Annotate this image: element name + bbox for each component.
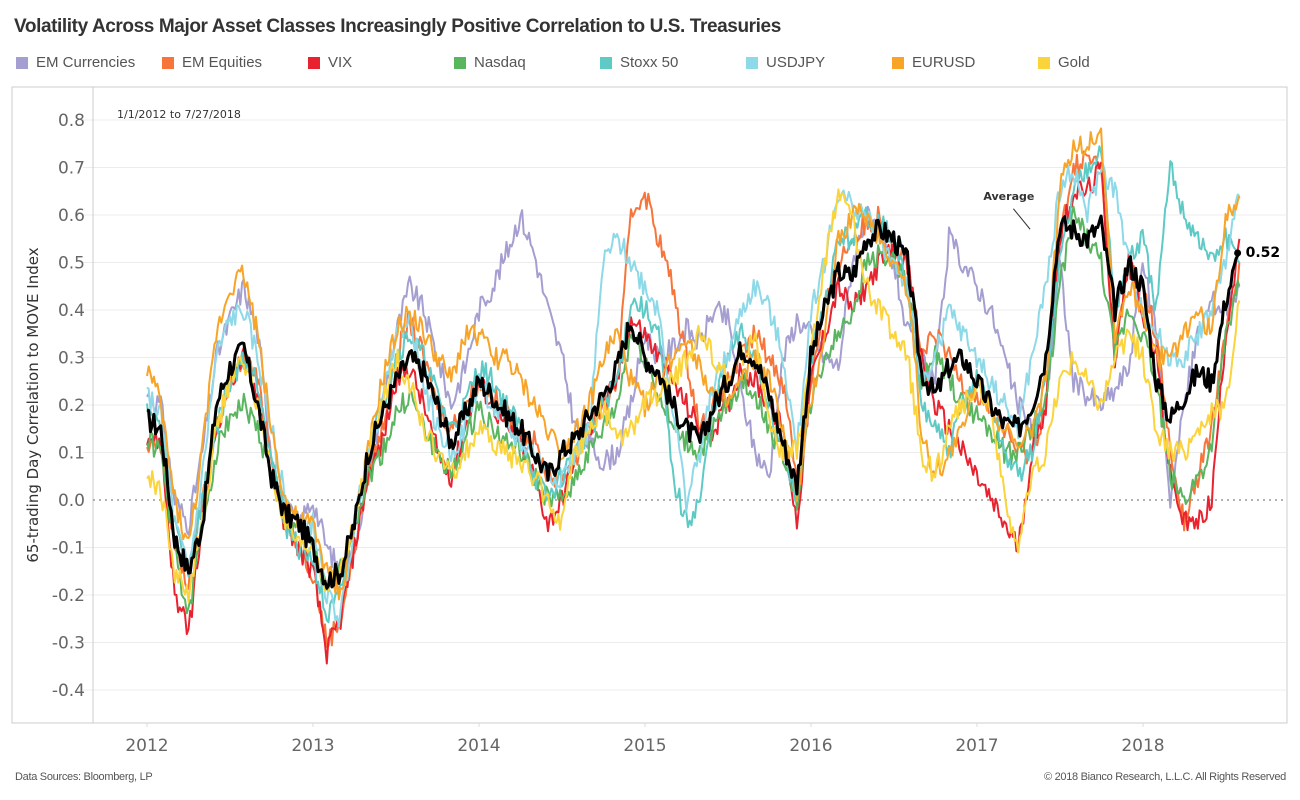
legend-item-em-equities[interactable]: EM Equities bbox=[162, 54, 262, 71]
legend-item-stoxx-50[interactable]: Stoxx 50 bbox=[600, 54, 678, 71]
x-tick-label: 2012 bbox=[125, 736, 168, 756]
legend-swatch bbox=[746, 56, 758, 69]
average-annotation-label: Average bbox=[983, 190, 1034, 203]
y-axis-title: 65-trading Day Correlation to MOVE Index bbox=[24, 247, 42, 562]
x-tick-label: 2018 bbox=[1121, 736, 1164, 756]
legend-item-em-currencies[interactable]: EM Currencies bbox=[16, 54, 135, 71]
legend-label: VIX bbox=[328, 54, 353, 71]
y-tick-label: -0.1 bbox=[52, 539, 85, 559]
legend: EM Currencies EM Equities VIX Nasdaq Sto… bbox=[16, 54, 1296, 76]
y-tick-label: 0.5 bbox=[58, 254, 85, 274]
y-tick-labels: -0.4 -0.3 -0.2 -0.1 0.0 0.1 0.2 0.3 0.4 0.5 0.6 0.7… bbox=[52, 111, 85, 701]
legend-label: EURUSD bbox=[912, 54, 976, 71]
legend-item-nasdaq[interactable]: Nasdaq bbox=[454, 54, 526, 71]
legend-swatch bbox=[892, 56, 904, 69]
chart-title: Volatility Across Major Asset Classes In… bbox=[14, 16, 781, 37]
legend-item-usdjpy[interactable]: USDJPY bbox=[746, 54, 825, 71]
legend-swatch bbox=[454, 56, 466, 69]
x-tick-label: 2015 bbox=[623, 736, 666, 756]
average-annotation-pointer bbox=[1013, 208, 1031, 230]
legend-label: EM Equities bbox=[182, 54, 263, 71]
legend-swatch bbox=[162, 56, 174, 69]
end-value-label: 0.52 bbox=[1246, 245, 1281, 261]
data-source-note: Data Sources: Bloomberg, LP bbox=[15, 771, 153, 783]
date-range-label: 1/1/2012 to 7/27/2018 bbox=[117, 108, 241, 121]
legend-label: Stoxx 50 bbox=[620, 54, 679, 71]
copyright-note: © 2018 Bianco Research, L.L.C. All Right… bbox=[1044, 771, 1286, 783]
y-tick-label: 0.0 bbox=[58, 491, 85, 511]
legend-label: USDJPY bbox=[766, 54, 826, 71]
legend-swatch bbox=[600, 56, 612, 69]
legend-label: Nasdaq bbox=[474, 54, 526, 71]
y-tick-label: -0.3 bbox=[52, 634, 85, 654]
y-tick-label: 0.8 bbox=[58, 111, 85, 131]
series-lines bbox=[146, 127, 1241, 665]
series-line-average[interactable] bbox=[146, 214, 1241, 590]
y-tick-label: 0.2 bbox=[58, 396, 85, 416]
legend-swatch bbox=[308, 56, 320, 69]
y-tick-label: -0.2 bbox=[52, 586, 85, 606]
y-tick-label: 0.3 bbox=[58, 349, 85, 369]
legend-swatch bbox=[16, 56, 28, 69]
series-line-stoxx-50[interactable] bbox=[146, 145, 1241, 624]
gridlines bbox=[83, 119, 1287, 691]
y-tick-label: -0.4 bbox=[52, 681, 85, 701]
x-tick-label: 2013 bbox=[291, 736, 334, 756]
series-line-vix[interactable] bbox=[146, 161, 1241, 665]
legend-label: Gold bbox=[1058, 54, 1090, 71]
y-tick-label: 0.4 bbox=[58, 301, 85, 321]
legend-label: EM Currencies bbox=[36, 54, 136, 71]
legend-item-gold[interactable]: Gold bbox=[1038, 54, 1090, 71]
series-line-eurusd[interactable] bbox=[146, 127, 1241, 601]
x-tick-label: 2014 bbox=[457, 736, 500, 756]
x-tick-label: 2017 bbox=[955, 736, 998, 756]
end-value-marker bbox=[1234, 249, 1242, 257]
y-tick-label: 0.1 bbox=[58, 444, 85, 464]
y-tick-label: 0.7 bbox=[58, 159, 85, 179]
y-tick-label: 0.6 bbox=[58, 206, 85, 226]
x-tick-label: 2016 bbox=[789, 736, 832, 756]
legend-item-vix[interactable]: VIX bbox=[308, 54, 352, 71]
legend-item-eurusd[interactable]: EURUSD bbox=[892, 54, 975, 71]
x-tick-labels: 2012 2013 2014 2015 2016 2017 2018 bbox=[125, 723, 1165, 756]
legend-swatch bbox=[1038, 56, 1050, 69]
